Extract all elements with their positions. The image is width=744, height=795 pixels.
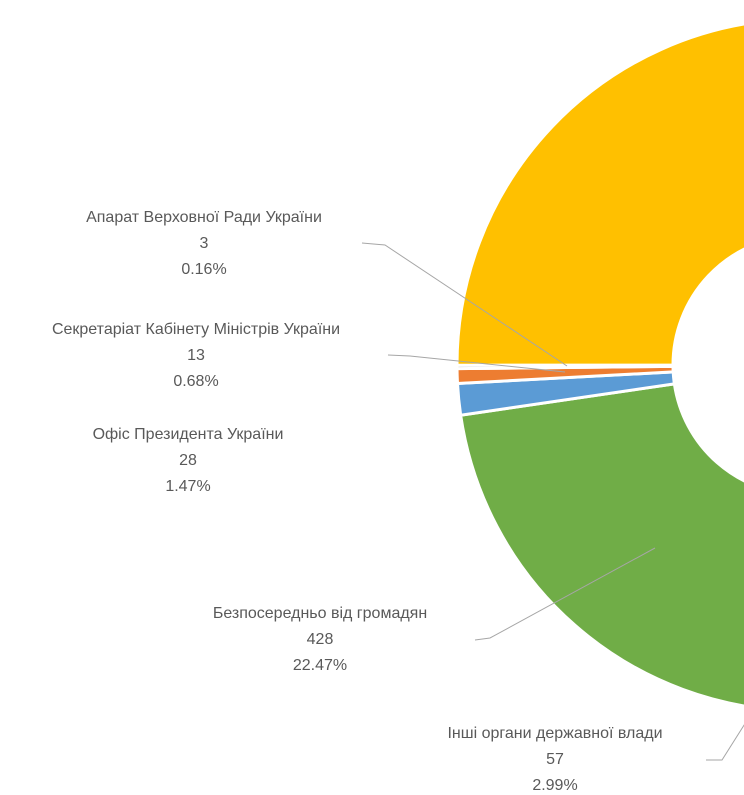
data-label-value: 13 (187, 347, 205, 364)
data-label-percent: 2.99% (532, 777, 577, 794)
data-label-name: Інші органи державної влади (447, 725, 662, 742)
data-label-percent: 1.47% (165, 478, 210, 495)
leader-line (387, 354, 566, 373)
slice (458, 382, 744, 708)
leader-line (361, 242, 568, 367)
data-label-value: 428 (307, 631, 334, 648)
leader-line (706, 724, 744, 761)
leader-line (474, 547, 656, 641)
data-label-name: Безпосередньо від громадян (213, 605, 427, 622)
data-label-percent: 22.47% (293, 657, 347, 674)
data-label-name: Офіс Президента України (93, 426, 284, 443)
data-label-name: Секретаріат Кабінету Міністрів України (52, 321, 340, 338)
data-label-percent: 0.16% (181, 261, 226, 278)
data-label-value: 3 (200, 235, 209, 252)
data-label-name: Апарат Верховної Ради України (86, 209, 322, 226)
data-label-value: 28 (179, 452, 197, 469)
slice (455, 22, 744, 367)
data-label-percent: 0.68% (173, 373, 218, 390)
data-label-value: 57 (546, 751, 564, 768)
